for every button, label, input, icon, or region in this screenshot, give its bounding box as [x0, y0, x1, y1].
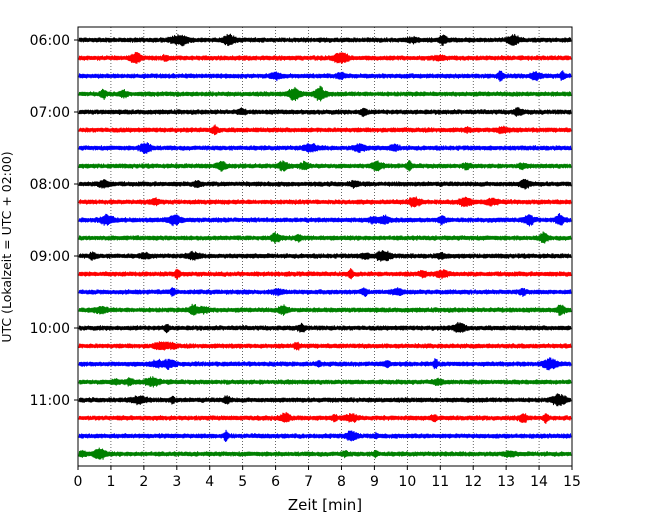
plot-background: [78, 27, 572, 466]
trace-1115: [78, 411, 572, 424]
plot-frame: [77, 26, 573, 467]
x-tick-label: 12: [464, 474, 482, 490]
trace-0700: [78, 106, 572, 118]
y-tick-label: 09:00: [30, 249, 70, 265]
trace-group: [78, 33, 572, 460]
trace-0730: [78, 142, 572, 154]
trace-1100: [78, 393, 572, 407]
trace-0845: [78, 231, 572, 244]
x-axis-label: Zeit [min]: [288, 496, 362, 514]
y-axis: 06:00 07:00 08:00 09:00 10:00 11:00: [30, 33, 78, 409]
x-tick-label: 11: [431, 474, 449, 490]
x-tick-label: 3: [172, 474, 181, 490]
trace-0945: [78, 303, 572, 317]
x-tick-label: 6: [271, 474, 280, 490]
x-tick-label: 0: [74, 474, 83, 490]
trace-0615: [78, 51, 572, 64]
trace-0815: [78, 196, 572, 208]
trace-0600: [78, 33, 572, 47]
trace-0745: [78, 160, 572, 172]
trace-1145: [78, 447, 572, 460]
x-tick-label: 1: [106, 474, 115, 490]
trace-0630: [78, 70, 572, 82]
trace-1030: [78, 357, 572, 371]
trace-0900: [78, 249, 572, 262]
trace-0930: [78, 287, 572, 297]
trace-0645: [78, 85, 572, 102]
vertical-grid: [110, 27, 540, 466]
x-tick-label: 15: [563, 474, 581, 490]
trace-1045: [78, 376, 572, 388]
x-tick-label: 4: [205, 474, 214, 490]
x-tick-label: 7: [304, 474, 313, 490]
trace-0830: [78, 212, 572, 227]
trace-0915: [78, 268, 572, 280]
x-tick-label: 5: [238, 474, 247, 490]
x-axis: 0 1 2 3 4 5 6 7 8 9 10 11 12 13 14 15: [74, 466, 581, 490]
y-tick-label: 07:00: [30, 105, 70, 121]
trace-1130: [78, 429, 572, 442]
x-tick-label: 13: [497, 474, 515, 490]
trace-0715: [78, 124, 572, 136]
x-tick-label: 9: [370, 474, 379, 490]
x-tick-label: 8: [337, 474, 346, 490]
y-tick-label: 10:00: [30, 321, 70, 337]
trace-0800: [78, 178, 572, 190]
y-tick-label: 06:00: [30, 33, 70, 49]
x-tick-label: 2: [139, 474, 148, 490]
trace-1000: [78, 321, 572, 334]
trace-1015: [78, 341, 572, 351]
x-tick-label: 10: [398, 474, 416, 490]
y-tick-label: 08:00: [30, 177, 70, 193]
x-tick-label: 14: [530, 474, 548, 490]
y-tick-label: 11:00: [30, 393, 70, 409]
y-axis-label: UTC (Lokalzeit = UTC + 02:00): [0, 151, 14, 342]
